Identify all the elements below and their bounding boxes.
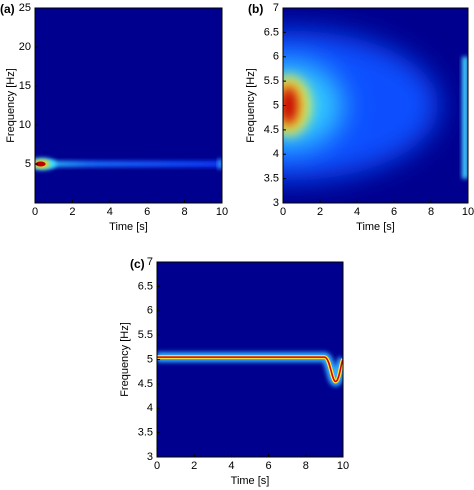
y-tick-label: 5 — [25, 158, 31, 170]
edge-band — [462, 56, 468, 179]
x-tick-label: 4 — [107, 206, 113, 218]
y-tick-label: 3 — [273, 197, 279, 209]
panel-label: (a) — [0, 2, 15, 16]
panel-label: (b) — [248, 2, 263, 16]
x-axis-label: Time [s] — [231, 475, 270, 487]
y-tick-label: 4 — [147, 402, 153, 414]
energy-band — [35, 161, 222, 167]
y-tick-label: 6.5 — [264, 26, 279, 38]
y-tick-label: 3 — [147, 451, 153, 463]
x-tick-label: 0 — [280, 206, 286, 218]
y-axis-label: Frequency [Hz] — [5, 68, 17, 143]
x-tick-label: 10 — [216, 206, 228, 218]
x-tick-label: 4 — [228, 460, 234, 472]
x-tick-label: 8 — [182, 206, 188, 218]
heatmap — [35, 8, 222, 203]
x-tick-label: 10 — [462, 206, 474, 218]
y-tick-label: 7 — [147, 256, 153, 268]
x-tick-label: 2 — [317, 206, 323, 218]
edge-band — [218, 159, 222, 169]
heatmap — [157, 262, 343, 457]
y-tick-label: 5.5 — [264, 75, 279, 87]
y-tick-label: 4.5 — [138, 378, 153, 390]
y-tick-label: 5 — [273, 99, 279, 111]
y-tick-label: 5.5 — [138, 329, 153, 341]
y-tick-label: 4.5 — [264, 124, 279, 136]
y-axis-label: Frequency [Hz] — [119, 322, 131, 397]
plot-frame — [34, 7, 223, 204]
x-tick-label: 6 — [266, 460, 272, 472]
y-tick-label: 4 — [273, 148, 279, 160]
x-axis-label: Time [s] — [109, 221, 148, 233]
y-tick-label: 10 — [19, 119, 31, 131]
y-tick-label: 6.5 — [138, 280, 153, 292]
panel-label: (c) — [130, 257, 145, 271]
heatmap — [283, 8, 468, 203]
y-axis-label: Frequency [Hz] — [245, 68, 257, 143]
x-tick-label: 6 — [144, 206, 150, 218]
y-tick-label: 3.5 — [264, 173, 279, 185]
energy-core — [283, 85, 299, 126]
x-tick-label: 2 — [191, 460, 197, 472]
y-tick-label: 25 — [19, 2, 31, 14]
x-tick-label: 2 — [69, 206, 75, 218]
y-tick-label: 7 — [273, 2, 279, 14]
x-tick-label: 0 — [32, 206, 38, 218]
y-tick-label: 5 — [147, 353, 153, 365]
x-tick-label: 8 — [303, 460, 309, 472]
energy-wide — [283, 30, 439, 181]
x-tick-label: 8 — [428, 206, 434, 218]
y-tick-label: 6 — [273, 51, 279, 63]
x-tick-label: 0 — [154, 460, 160, 472]
y-tick-label: 20 — [19, 41, 31, 53]
x-tick-label: 4 — [354, 206, 360, 218]
ridge-core — [157, 356, 343, 383]
energy-core — [35, 161, 46, 167]
y-tick-label: 3.5 — [138, 427, 153, 439]
x-axis-label: Time [s] — [356, 221, 395, 233]
y-tick-label: 6 — [147, 305, 153, 317]
y-tick-label: 15 — [19, 80, 31, 92]
x-tick-label: 6 — [391, 206, 397, 218]
heatmap-background — [35, 8, 222, 203]
x-tick-label: 10 — [337, 460, 349, 472]
